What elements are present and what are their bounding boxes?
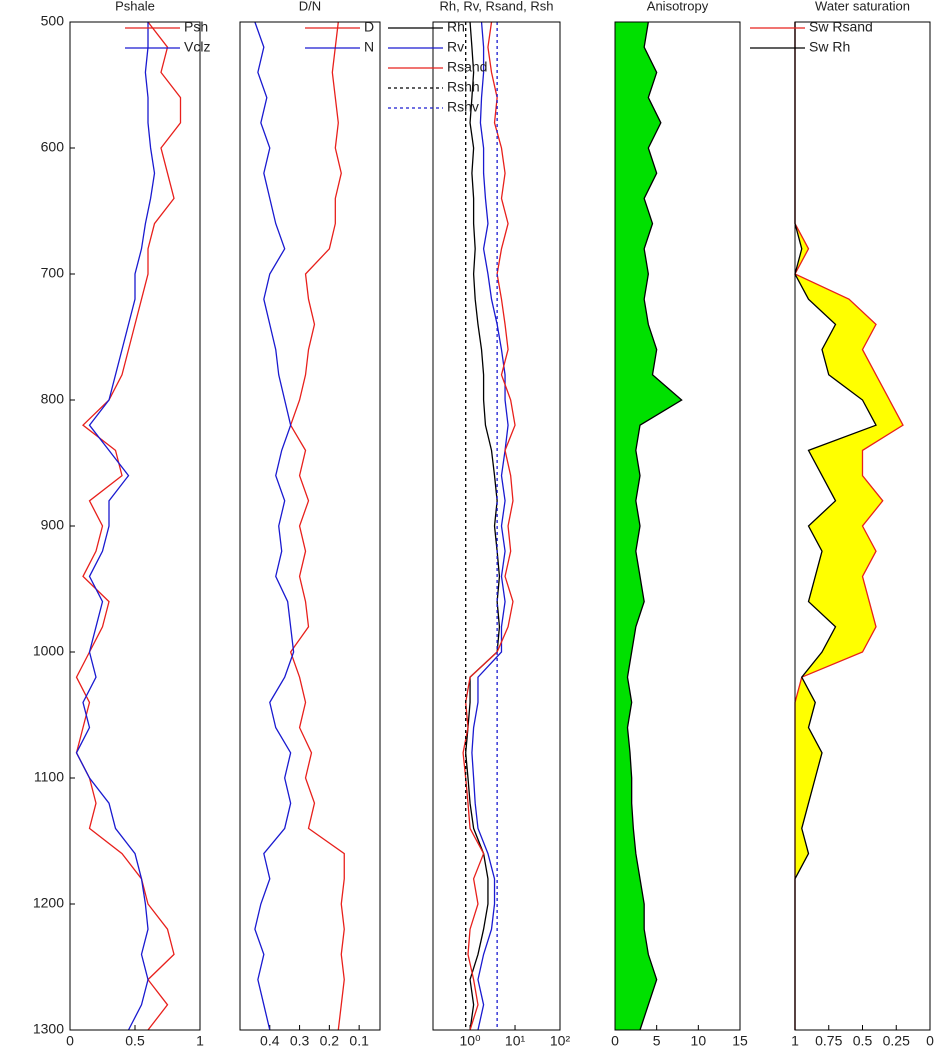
log-curve [465,21,501,1031]
y-tick-label: 600 [41,139,65,155]
legend-label: Rv [447,39,464,55]
y-tick-label: 1200 [33,895,64,911]
x-tick-label: 0 [66,1033,74,1046]
log-curve [289,21,345,1031]
track-frame [614,21,741,1031]
track-frame [432,21,561,1031]
log-curve [626,21,683,1031]
x-tick-label: 0.5 [125,1033,145,1046]
x-tick-label: 10¹ [505,1033,526,1046]
y-tick-label: 700 [41,265,65,281]
x-tick-label: 0.1 [349,1033,369,1046]
x-tick-label: 5 [653,1033,661,1046]
log-curve [254,21,295,1031]
x-tick-label: 0.5 [853,1033,873,1046]
x-tick-label: 0 [611,1033,619,1046]
x-tick-label: 0.25 [883,1033,910,1046]
track-frame [794,21,931,1031]
track-frame [239,21,381,1031]
y-tick-label: 500 [41,13,65,29]
log-curve [75,21,182,1031]
track-title: Rh, Rv, Rsand, Rsh [440,0,554,13]
y-tick-label: 1100 [34,769,64,785]
y-tick-label: 1000 [33,643,64,659]
legend-label: Rshh [447,79,480,95]
track-title: Pshale [115,0,155,13]
track-frame [69,21,201,1031]
x-tick-label: 0 [926,1033,934,1046]
x-tick-label: 10 [691,1033,707,1046]
x-tick-label: 15 [732,1033,748,1046]
legend-label: Rshv [447,99,479,115]
x-tick-label: 10² [550,1033,571,1046]
legend-label: Sw Rh [809,39,850,55]
log-curve [75,22,156,1031]
x-tick-label: 0.4 [260,1033,280,1046]
legend-label: Psh [184,19,208,35]
legend-label: N [364,39,374,55]
legend-label: Vclz [184,39,210,55]
x-tick-label: 0.75 [815,1033,842,1046]
y-tick-label: 800 [41,391,65,407]
y-tick-label: 900 [41,517,65,533]
track-title: Water saturation [815,0,910,13]
log-curve [462,21,516,1031]
fill-area [615,22,682,1030]
log-curve [471,21,509,1031]
track-title: D/N [299,0,321,13]
legend-label: Rh [447,19,465,35]
x-tick-label: 0.2 [320,1033,340,1046]
x-tick-label: 1 [791,1033,799,1046]
legend-label: Rsand [447,59,487,75]
legend-label: D [364,19,374,35]
x-tick-label: 0.3 [290,1033,310,1046]
track-title: Anisotropy [647,0,709,13]
legend-label: Sw Rsand [809,19,873,35]
y-tick-label: 1300 [33,1021,64,1037]
x-tick-label: 1 [196,1033,204,1046]
fill-area [795,22,903,1030]
x-tick-label: 10⁰ [459,1033,481,1046]
